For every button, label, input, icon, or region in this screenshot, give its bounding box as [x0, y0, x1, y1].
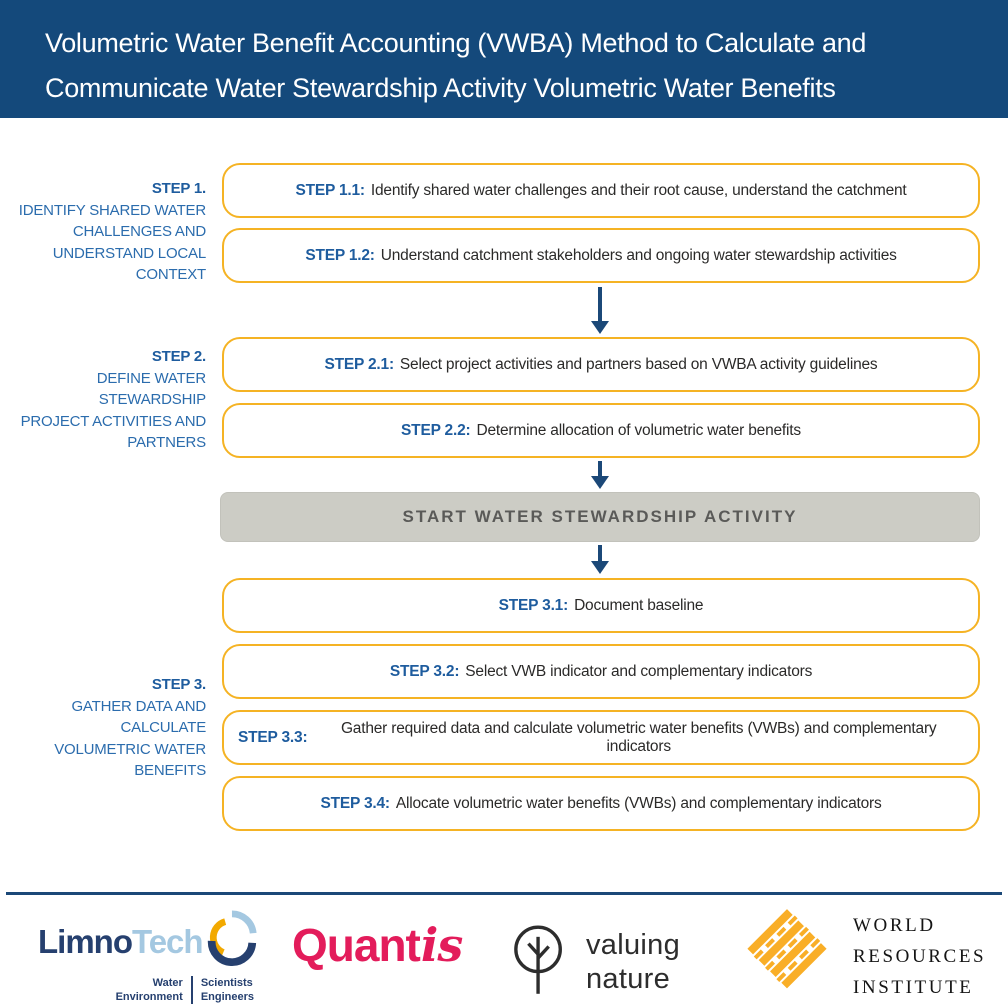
step-box-prefix: STEP 3.4:	[320, 794, 390, 812]
step-box-text: Allocate volumetric water benefits (VWBs…	[395, 794, 882, 812]
step-group-label-3: STEP 3. GATHER DATA AND CALCULATE VOLUME…	[0, 674, 206, 782]
valuing-nature-wordmark: valuing nature	[586, 929, 680, 995]
limnotech-swirl-icon	[203, 910, 259, 973]
step-box-3-1: STEP 3.1: Document baseline	[222, 578, 980, 633]
step-box-text: Gather required data and calculate volum…	[340, 719, 937, 755]
step-box-3-2: STEP 3.2: Select VWB indicator and compl…	[222, 644, 980, 699]
step-box-text: Document baseline	[574, 596, 704, 614]
step-group-label-2: STEP 2. DEFINE WATER STEWARDSHIP PROJECT…	[0, 346, 207, 454]
header-banner: Volumetric Water Benefit Accounting (VWB…	[0, 0, 1008, 118]
step-box-prefix: STEP 1.2:	[305, 246, 375, 264]
footer-divider-line	[6, 892, 1002, 895]
step-box-prefix: STEP 3.2:	[389, 662, 460, 680]
step-group-line: CHALLENGES AND	[72, 223, 206, 240]
step-box-2-2: STEP 2.2: Determine allocation of volume…	[222, 403, 980, 458]
step-box-text: Identify shared water challenges and the…	[370, 181, 907, 199]
valuing-nature-logo: valuing nature	[512, 922, 680, 1003]
step-group-title: STEP 2.	[151, 348, 206, 365]
tree-icon	[512, 922, 568, 1003]
quantis-script-suffix: is	[420, 918, 463, 972]
step-box-text: Select VWB indicator and complementary i…	[465, 662, 813, 680]
step-box-3-4: STEP 3.4: Allocate volumetric water bene…	[222, 776, 980, 831]
step-box-prefix: STEP 2.1:	[324, 355, 395, 373]
tagline-divider	[190, 976, 193, 1004]
step-box-2-1: STEP 2.1: Select project activities and …	[222, 337, 980, 392]
wri-logo: WORLD RESOURCES INSTITUTE	[737, 903, 986, 1008]
step-box-prefix: STEP 3.1:	[498, 596, 569, 614]
flow-arrow-3	[591, 545, 609, 574]
limnotech-tagline: Water Environment Scientists Engineers	[115, 976, 254, 1004]
step-box-text: Understand catchment stakeholders and on…	[380, 246, 897, 264]
arrow-shaft	[597, 545, 603, 561]
step-box-3-3: STEP 3.3: Gather required data and calcu…	[222, 710, 980, 765]
step-group-line: GATHER DATA AND CALCULATE	[71, 697, 206, 737]
step-group-line: VOLUMETRIC WATER BENEFITS	[54, 740, 206, 780]
step-box-prefix: STEP 1.1:	[295, 181, 365, 199]
step-box-prefix: STEP 2.2:	[401, 421, 471, 439]
milestone-banner: START WATER STEWARDSHIP ACTIVITY	[220, 492, 980, 542]
page-title-line-1: Volumetric Water Benefit Accounting (VWB…	[45, 28, 867, 58]
arrow-shaft	[597, 461, 603, 476]
step-group-label-1: STEP 1. IDENTIFY SHARED WATER CHALLENGES…	[0, 178, 206, 286]
flow-arrow-2	[591, 461, 609, 489]
arrow-head-icon	[591, 561, 609, 574]
arrow-shaft	[597, 287, 603, 321]
step-box-1-2: STEP 1.2: Understand catchment stakehold…	[222, 228, 980, 283]
step-group-line: IDENTIFY SHARED WATER	[18, 201, 206, 219]
limnotech-wordmark: LimnoTech	[38, 922, 204, 960]
arrow-head-icon	[591, 321, 609, 334]
wri-weave-icon	[737, 903, 837, 1008]
step-group-line: PROJECT ACTIVITIES AND	[20, 412, 207, 430]
limnotech-logo: LimnoTech Water Environment Scientists E…	[38, 910, 257, 1004]
arrow-head-icon	[591, 476, 609, 489]
step-group-title: STEP 1.	[151, 180, 206, 197]
step-box-text: Select project activities and partners b…	[399, 355, 878, 373]
step-group-title: STEP 3.	[151, 676, 206, 693]
quantis-wordmark: Quant	[292, 919, 421, 971]
step-box-prefix: STEP 3.3:	[238, 728, 308, 746]
step-group-line: UNDERSTAND LOCAL CONTEXT	[52, 244, 206, 284]
page-title-line-2: Communicate Water Stewardship Activity V…	[45, 73, 836, 103]
step-box-text: Determine allocation of volumetric water…	[476, 421, 801, 439]
step-group-line: PARTNERS	[127, 434, 206, 451]
step-box-1-1: STEP 1.1: Identify shared water challeng…	[222, 163, 980, 218]
flow-arrow-1	[591, 287, 609, 334]
quantis-logo: Quantis	[292, 918, 463, 972]
step-group-line: DEFINE WATER STEWARDSHIP	[96, 369, 206, 409]
wri-wordmark: WORLD RESOURCES INSTITUTE	[853, 915, 987, 998]
